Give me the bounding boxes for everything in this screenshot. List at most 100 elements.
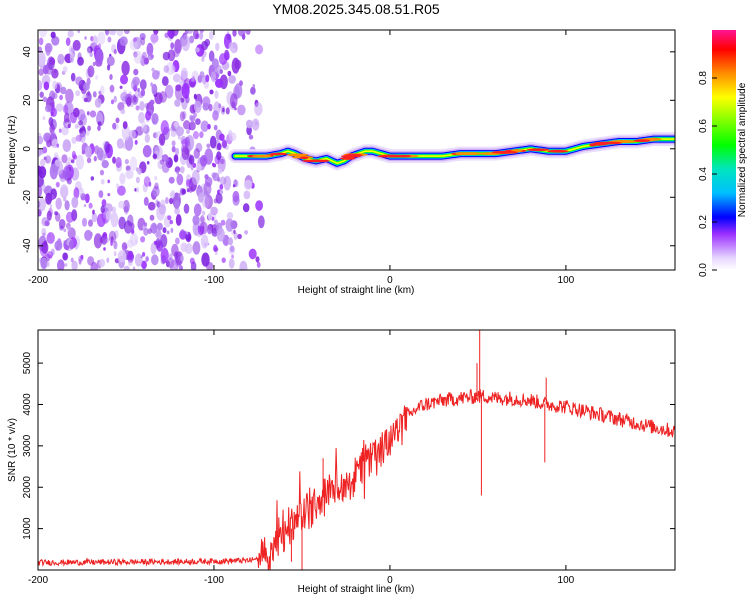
- noise-blob: [62, 104, 69, 114]
- noise-blob: [146, 42, 154, 57]
- noise-blob: [52, 92, 58, 100]
- noise-blob: [55, 103, 64, 112]
- noise-blob: [152, 153, 157, 159]
- noise-blob: [226, 212, 234, 220]
- noise-blob: [50, 111, 54, 117]
- noise-blob: [163, 65, 170, 73]
- noise-blob: [239, 260, 248, 270]
- figure-title: YM08.2025.345.08.51.R05: [272, 1, 440, 17]
- colorbar-gradient: [712, 30, 736, 270]
- snr-ytick-label: 1000: [22, 517, 33, 540]
- noise-blob: [251, 118, 260, 131]
- noise-blob: [46, 232, 55, 244]
- noise-blob: [62, 66, 68, 73]
- noise-blob: [244, 230, 249, 235]
- noise-blob: [112, 122, 117, 130]
- snr-xtick-label: 100: [558, 575, 575, 586]
- noise-blob: [61, 126, 69, 136]
- noise-blob: [77, 56, 84, 66]
- noise-blob: [225, 107, 230, 115]
- noise-blob: [140, 255, 143, 259]
- noise-blob: [143, 196, 149, 206]
- noise-blob: [142, 145, 152, 158]
- noise-blob: [134, 239, 138, 245]
- noise-blob: [170, 30, 179, 37]
- noise-blob: [199, 221, 208, 235]
- noise-blob: [180, 242, 188, 252]
- noise-blob: [170, 130, 177, 137]
- ridge-hotspot: [341, 154, 361, 158]
- noise-blob: [129, 156, 138, 171]
- noise-blob: [92, 35, 98, 47]
- noise-blob: [107, 193, 111, 197]
- noise-blob: [78, 258, 82, 265]
- noise-blob: [257, 215, 265, 229]
- noise-blob: [210, 71, 217, 81]
- noise-blob: [120, 108, 126, 115]
- noise-blob: [41, 241, 49, 254]
- noise-blob: [212, 172, 220, 182]
- noise-blob: [193, 203, 202, 217]
- noise-blob: [99, 169, 105, 176]
- noise-blob: [38, 52, 46, 66]
- noise-blob: [82, 82, 90, 91]
- noise-blob: [192, 131, 199, 140]
- noise-blob: [117, 250, 127, 263]
- noise-blob: [156, 222, 163, 231]
- noise-blob: [234, 107, 237, 111]
- noise-blob: [163, 157, 170, 164]
- noise-blob: [80, 254, 84, 260]
- noise-blob: [170, 227, 174, 233]
- noise-blob: [161, 154, 165, 161]
- noise-blob: [179, 265, 183, 270]
- noise-blob: [118, 216, 126, 230]
- noise-blob: [87, 256, 95, 266]
- noise-blob: [140, 37, 146, 46]
- noise-blob: [84, 193, 90, 204]
- noise-blob: [115, 117, 120, 124]
- ridge-hotspot: [251, 154, 272, 158]
- noise-blob: [170, 42, 175, 50]
- snr-background: [38, 330, 675, 570]
- noise-blob: [44, 104, 52, 113]
- noise-blob: [143, 227, 149, 236]
- noise-blob: [51, 68, 59, 79]
- colorbar: 0.0 0.2 0.4 0.6 0.8 Normalized spectral ampl…: [698, 30, 748, 277]
- noise-blob: [181, 146, 190, 161]
- noise-blob: [159, 91, 167, 103]
- noise-blob: [219, 176, 227, 185]
- noise-blob: [71, 260, 78, 270]
- noise-blob: [63, 112, 70, 124]
- noise-blob: [123, 199, 130, 213]
- noise-blob: [124, 30, 130, 35]
- noise-blob: [205, 74, 210, 83]
- noise-blob: [186, 129, 190, 134]
- noise-blob: [231, 254, 235, 259]
- noise-blob: [110, 240, 113, 246]
- noise-blob: [38, 197, 47, 212]
- noise-blob: [46, 210, 52, 221]
- noise-blob: [75, 76, 83, 86]
- noise-blob: [89, 231, 93, 237]
- noise-blob: [254, 102, 263, 116]
- noise-blob: [204, 194, 213, 210]
- spectrogram-ytick-label: -20: [22, 190, 33, 205]
- noise-blob: [191, 77, 195, 83]
- noise-blob: [45, 192, 52, 205]
- noise-blob: [177, 135, 181, 140]
- noise-blob: [109, 84, 115, 93]
- noise-blob: [111, 99, 114, 105]
- ridge-hotspot: [491, 150, 518, 154]
- noise-blob: [117, 102, 125, 111]
- noise-blob: [115, 157, 122, 168]
- noise-blob: [201, 252, 210, 267]
- noise-blob: [119, 172, 126, 185]
- noise-blob: [75, 134, 82, 142]
- noise-blob: [95, 74, 99, 80]
- noise-blob: [113, 240, 118, 250]
- ridge-hotspot: [526, 148, 550, 152]
- noise-blob: [86, 157, 92, 164]
- noise-blob: [141, 120, 147, 133]
- noise-blob: [100, 179, 105, 185]
- noise-blob: [174, 168, 178, 173]
